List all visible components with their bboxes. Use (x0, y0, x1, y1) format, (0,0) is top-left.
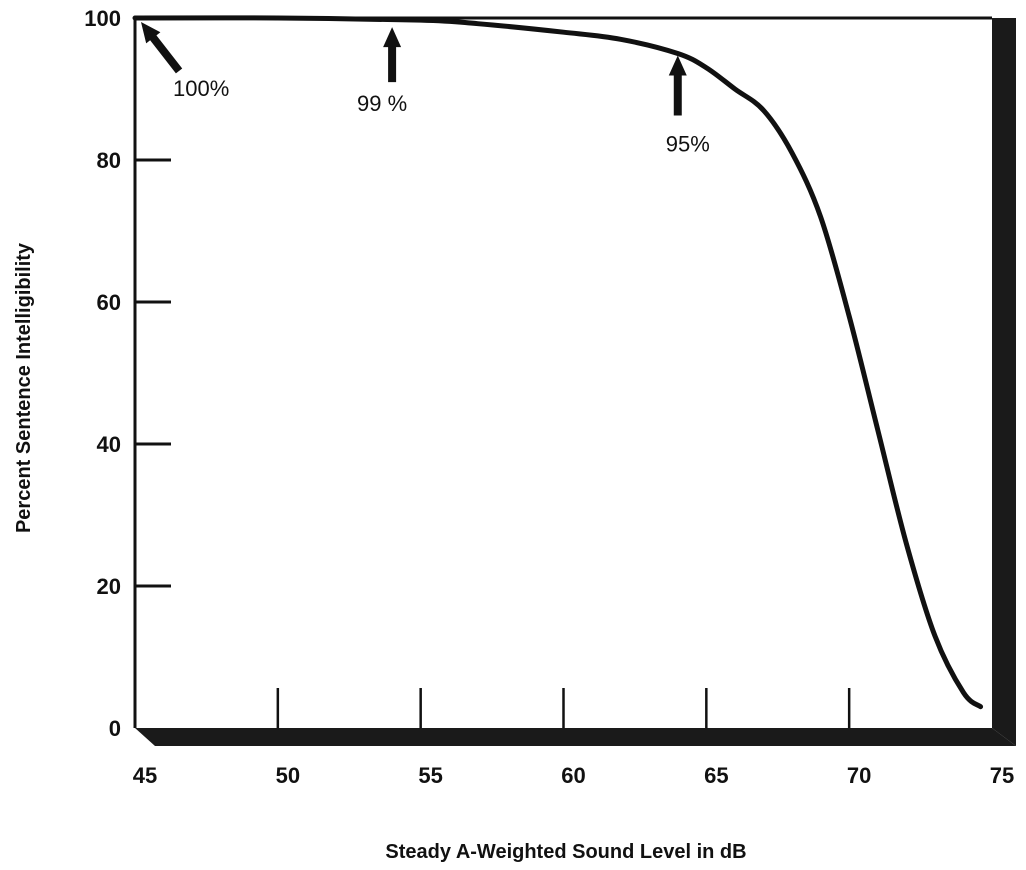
annotation-label: 99 % (357, 91, 407, 116)
axis-ticks (135, 158, 851, 728)
x-axis-title: Steady A-Weighted Sound Level in dB (385, 841, 746, 863)
data-series (132, 15, 984, 710)
annotation-arrow (383, 27, 402, 83)
x-tick-label: 70 (847, 763, 871, 788)
annotation-arrow (141, 22, 183, 74)
frame-right-shadow (992, 18, 1016, 746)
tick-labels: 0 20 40 60 80 100 45 50 55 60 65 70 75 (84, 6, 1014, 788)
plot-frame (133, 16, 1016, 746)
y-tick-label: 80 (97, 148, 121, 173)
annotation-arrow (668, 55, 687, 116)
y-tick-label: 60 (97, 290, 121, 315)
frame-bottom-shadow (135, 728, 1016, 746)
x-tick-label: 50 (276, 763, 300, 788)
annotation-label: 95% (666, 132, 710, 157)
y-tick-label: 20 (97, 574, 121, 599)
x-tick-label: 55 (418, 763, 442, 788)
y-tick-label: 40 (97, 432, 121, 457)
x-tick-label: 60 (561, 763, 585, 788)
x-tick-label: 45 (133, 763, 157, 788)
y-axis-title: Percent Sentence Intelligibility (13, 242, 35, 533)
series-line (132, 15, 984, 710)
y-tick-label: 0 (109, 716, 121, 741)
y-tick-label: 100 (84, 6, 121, 31)
x-tick-label: 65 (704, 763, 728, 788)
annotation-label: 100% (173, 76, 229, 101)
annotations: 100% 99 % 95% (141, 22, 710, 157)
x-tick-label: 75 (990, 763, 1014, 788)
